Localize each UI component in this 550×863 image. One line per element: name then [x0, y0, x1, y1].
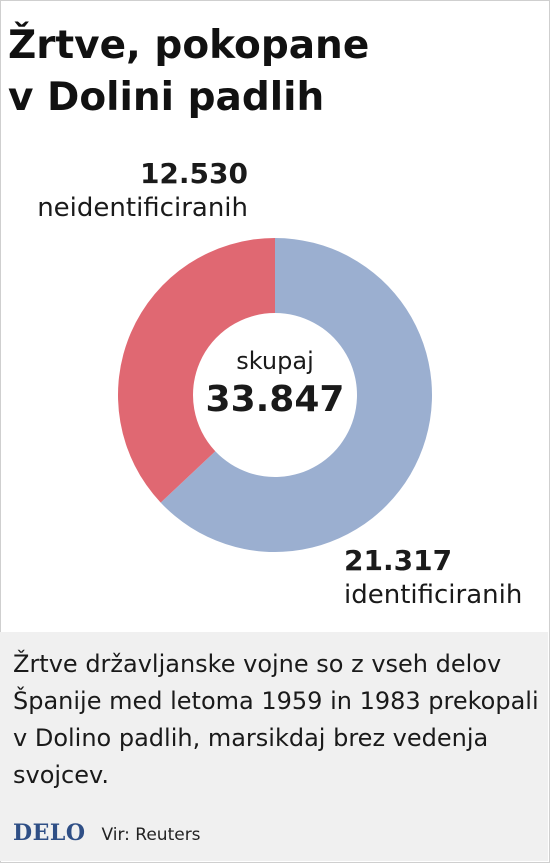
- note-text: Žrtve državljanske vojne so z vseh delov…: [13, 650, 539, 789]
- source-text: Vir: Reuters: [101, 825, 201, 845]
- total-caption: skupaj: [236, 347, 314, 375]
- title-line-1: Žrtve, pokopane: [8, 23, 370, 68]
- donut-center: skupaj 33.847: [175, 345, 375, 423]
- slice-value-identified: 21.317: [344, 544, 453, 577]
- delo-logo: DELO: [13, 820, 86, 846]
- donut-slice-unidentified: [118, 238, 275, 503]
- title-line-2: v Dolini padlih: [8, 75, 325, 120]
- slice-value-unidentified: 12.530: [139, 157, 248, 190]
- slice-name-unidentified: neidentificiranih: [37, 193, 248, 223]
- slice-name-identified: identificiranih: [344, 580, 523, 610]
- total-value: 33.847: [205, 379, 345, 420]
- footer: DELO Vir: Reuters: [13, 820, 201, 850]
- slice-label-identified: 21.317 identificiranih: [344, 544, 549, 612]
- slice-label-unidentified: 12.530 neidentificiranih: [6, 157, 248, 225]
- chart-title: Žrtve, pokopane v Dolini padlih: [8, 20, 538, 124]
- note-box: Žrtve državljanske vojne so z vseh delov…: [0, 632, 548, 861]
- donut-chart: [118, 238, 432, 552]
- donut-slice-identified: [160, 238, 432, 552]
